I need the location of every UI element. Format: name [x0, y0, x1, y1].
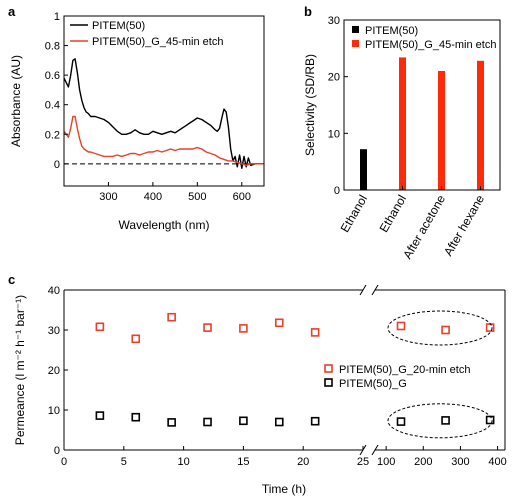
legend-label: PITEM(50) [92, 20, 145, 32]
y-tick-label: 0.2 [45, 129, 60, 141]
series-line-0 [63, 58, 264, 169]
data-point-s0-9 [485, 323, 495, 332]
category-label: Ethanol [377, 193, 409, 235]
x-tick-label: 300 [451, 456, 469, 468]
y-tick-label: 0 [334, 185, 340, 197]
x-tick-label: 5 [121, 456, 127, 468]
y-axis-label: Selectivity (SD/RB) [303, 54, 317, 156]
y-tick-label: 0 [54, 445, 60, 457]
data-point-s0-1 [131, 334, 141, 344]
data-point-s1-2 [167, 418, 176, 427]
y-tick-label: 20 [328, 72, 340, 84]
y-tick-label: 30 [328, 15, 340, 27]
data-point-s0-4 [239, 324, 248, 333]
panel-label-b: b [304, 4, 312, 19]
x-tick-label: 400 [488, 456, 506, 468]
y-axis-label: Absorbance (AU) [9, 55, 23, 147]
x-tick-label: 400 [144, 191, 162, 203]
y-tick-label: 10 [48, 405, 60, 417]
legend-label: PITEM(50)_G [339, 378, 407, 390]
x-tick-label: 10 [177, 456, 189, 468]
y-tick-label: 30 [48, 325, 60, 337]
data-point-s1-0 [95, 411, 105, 420]
series-line-1 [63, 115, 264, 166]
panel-a-spectrum-chart: 0 0.2 0.4 0.6 0.8 1 300 400 500 600 Wavelength (nm… [9, 11, 265, 232]
x-tick-label: 100 [377, 456, 395, 468]
axis-break-mark-3 [371, 444, 379, 456]
y-tick-label: 40 [48, 285, 60, 297]
data-point-s1-4 [239, 416, 248, 426]
highlight-ellipse-top [387, 310, 493, 346]
bar-1 [399, 57, 406, 191]
data-point-s0-6 [310, 328, 320, 337]
axis-break-mark-1 [371, 284, 379, 296]
y-tick-label: 10 [328, 128, 340, 140]
y-axis-label: Permeance (l m⁻² h⁻¹ bar⁻¹) [13, 295, 27, 445]
y-tick-label: 20 [48, 365, 60, 377]
data-point-s1-1 [131, 412, 141, 422]
y-tick-label: 0 [54, 159, 60, 171]
data-point-s0-7 [396, 321, 406, 331]
legend-label: PITEM(50)_G_45-min etch [92, 36, 223, 48]
data-point-s1-8 [441, 416, 450, 425]
data-point-s0-3 [203, 323, 212, 332]
panel-label-a: a [8, 4, 16, 19]
data-point-s1-6 [310, 416, 320, 426]
category-label: Ethanol [338, 193, 370, 235]
x-axis-label: Wavelength (nm) [119, 218, 210, 232]
bar-3 [477, 60, 484, 190]
x-tick-label: 20 [297, 456, 309, 468]
x-tick-label: 300 [99, 191, 117, 203]
y-tick-label: 0.6 [45, 70, 60, 82]
legend-swatch-0 [324, 364, 333, 373]
data-point-s1-9 [485, 415, 495, 425]
legend-label: PITEM(50)_G_20-min etch [339, 364, 470, 376]
y-tick-label: 0.8 [45, 41, 60, 53]
data-point-s1-7 [396, 417, 406, 426]
legend-swatch-1 [324, 378, 333, 387]
data-point-s1-3 [203, 417, 212, 427]
legend-label: PITEM(50) [365, 25, 418, 37]
data-point-s0-8 [441, 325, 450, 335]
panel-label-c: c [8, 272, 15, 287]
legend-swatch-0 [352, 26, 359, 33]
data-point-s0-2 [167, 312, 176, 322]
data-point-s0-5 [274, 318, 284, 328]
plot-frame [63, 15, 265, 187]
legend-swatch-1 [352, 40, 359, 47]
x-tick-label: 15 [237, 456, 249, 468]
highlight-ellipse-bottom [387, 403, 493, 439]
x-tick-label: 25 [357, 456, 369, 468]
bar-0 [360, 149, 367, 190]
y-tick-label: 0.4 [45, 100, 60, 112]
y-tick-label: 1 [54, 11, 60, 23]
data-point-s1-5 [274, 417, 284, 427]
x-tick-label: 600 [233, 191, 251, 203]
x-axis-label: Time (h) [262, 482, 306, 496]
x-tick-label: 0 [61, 456, 67, 468]
legend-label: PITEM(50)_G_45-min etch [365, 39, 496, 51]
bar-2 [438, 71, 445, 190]
data-point-s0-0 [95, 322, 105, 332]
x-tick-label: 200 [414, 456, 432, 468]
x-tick-label: 500 [188, 191, 206, 203]
category-label: After hexane [441, 192, 487, 258]
plot-frame [343, 19, 501, 191]
axis-break-mark-0 [359, 284, 367, 296]
